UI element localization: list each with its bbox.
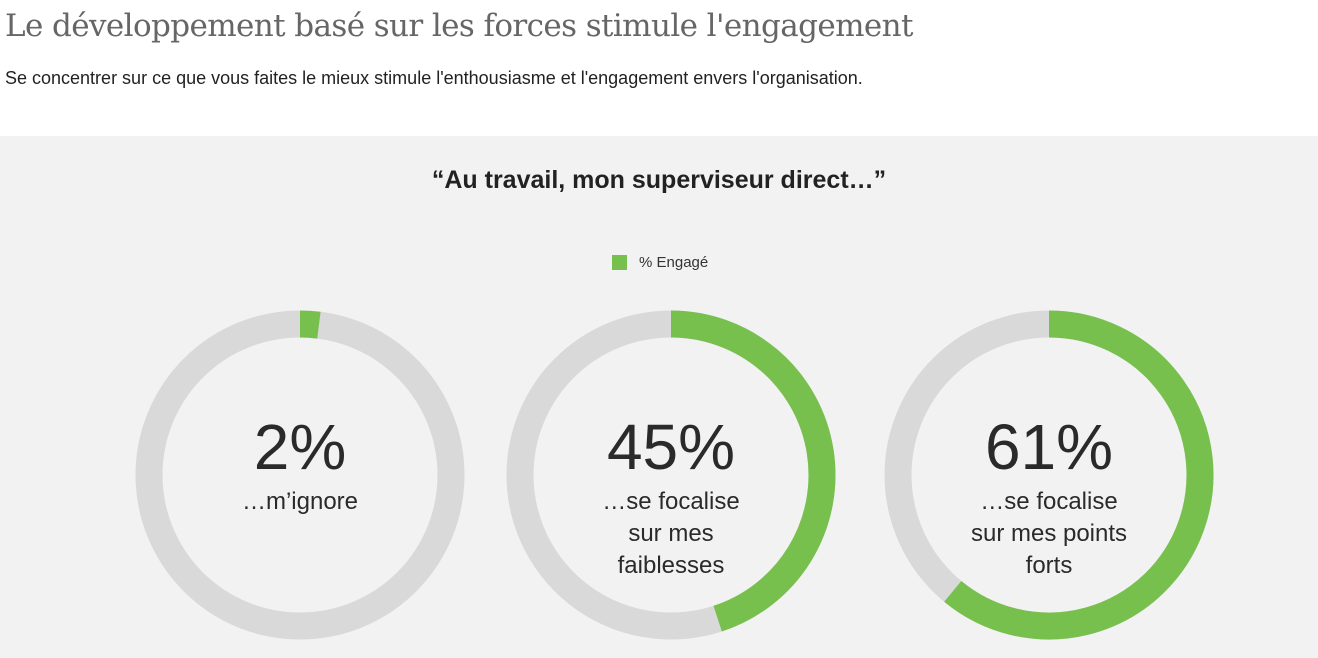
donut-value-label: 61% <box>985 411 1113 483</box>
chart-title: “Au travail, mon superviseur direct…” <box>431 166 887 194</box>
donut-1: 2% …m’ignore <box>135 310 465 640</box>
donut-category-label: …se focalise sur mes points forts <box>971 488 1127 579</box>
page-title: Le développement basé sur les forces sti… <box>5 8 913 44</box>
legend: % Engagé <box>612 252 708 272</box>
donut-category-label-line: …se focalise <box>602 488 739 515</box>
donut-value-label: 45% <box>607 411 735 483</box>
donut-segment-engaged <box>670 310 836 632</box>
donut-category-label: …m’ignore <box>242 488 358 515</box>
donut-charts: 2% …m’ignore 45% …se focalise sur mes faibles… <box>135 310 1214 640</box>
donut-category-label-line: sur mes points <box>971 520 1127 547</box>
chart-panel: 2% …m’ignore 45% …se focalise sur mes faibles… <box>0 136 1318 658</box>
donut-3: 61% …se focalise sur mes points forts <box>884 310 1214 640</box>
legend-swatch-engaged <box>612 254 627 270</box>
donut-category-label-line: …m’ignore <box>242 488 358 515</box>
donut-category-label-line: forts <box>1026 552 1073 579</box>
donut-category-label-line: faiblesses <box>618 552 725 579</box>
donut-value-label: 2% <box>254 411 347 483</box>
donut-segment-engaged <box>299 310 321 339</box>
page-subtitle: Se concentrer sur ce que vous faites le … <box>5 68 863 88</box>
donut-category-label-line: sur mes <box>628 520 713 547</box>
donut-category-label-line: …se focalise <box>980 488 1117 515</box>
donut-segment-engaged <box>944 310 1214 640</box>
donut-category-label: …se focalise sur mes faiblesses <box>602 488 739 579</box>
donut-2: 45% …se focalise sur mes faiblesses <box>506 310 836 640</box>
legend-label-engaged: % Engagé <box>639 253 709 271</box>
